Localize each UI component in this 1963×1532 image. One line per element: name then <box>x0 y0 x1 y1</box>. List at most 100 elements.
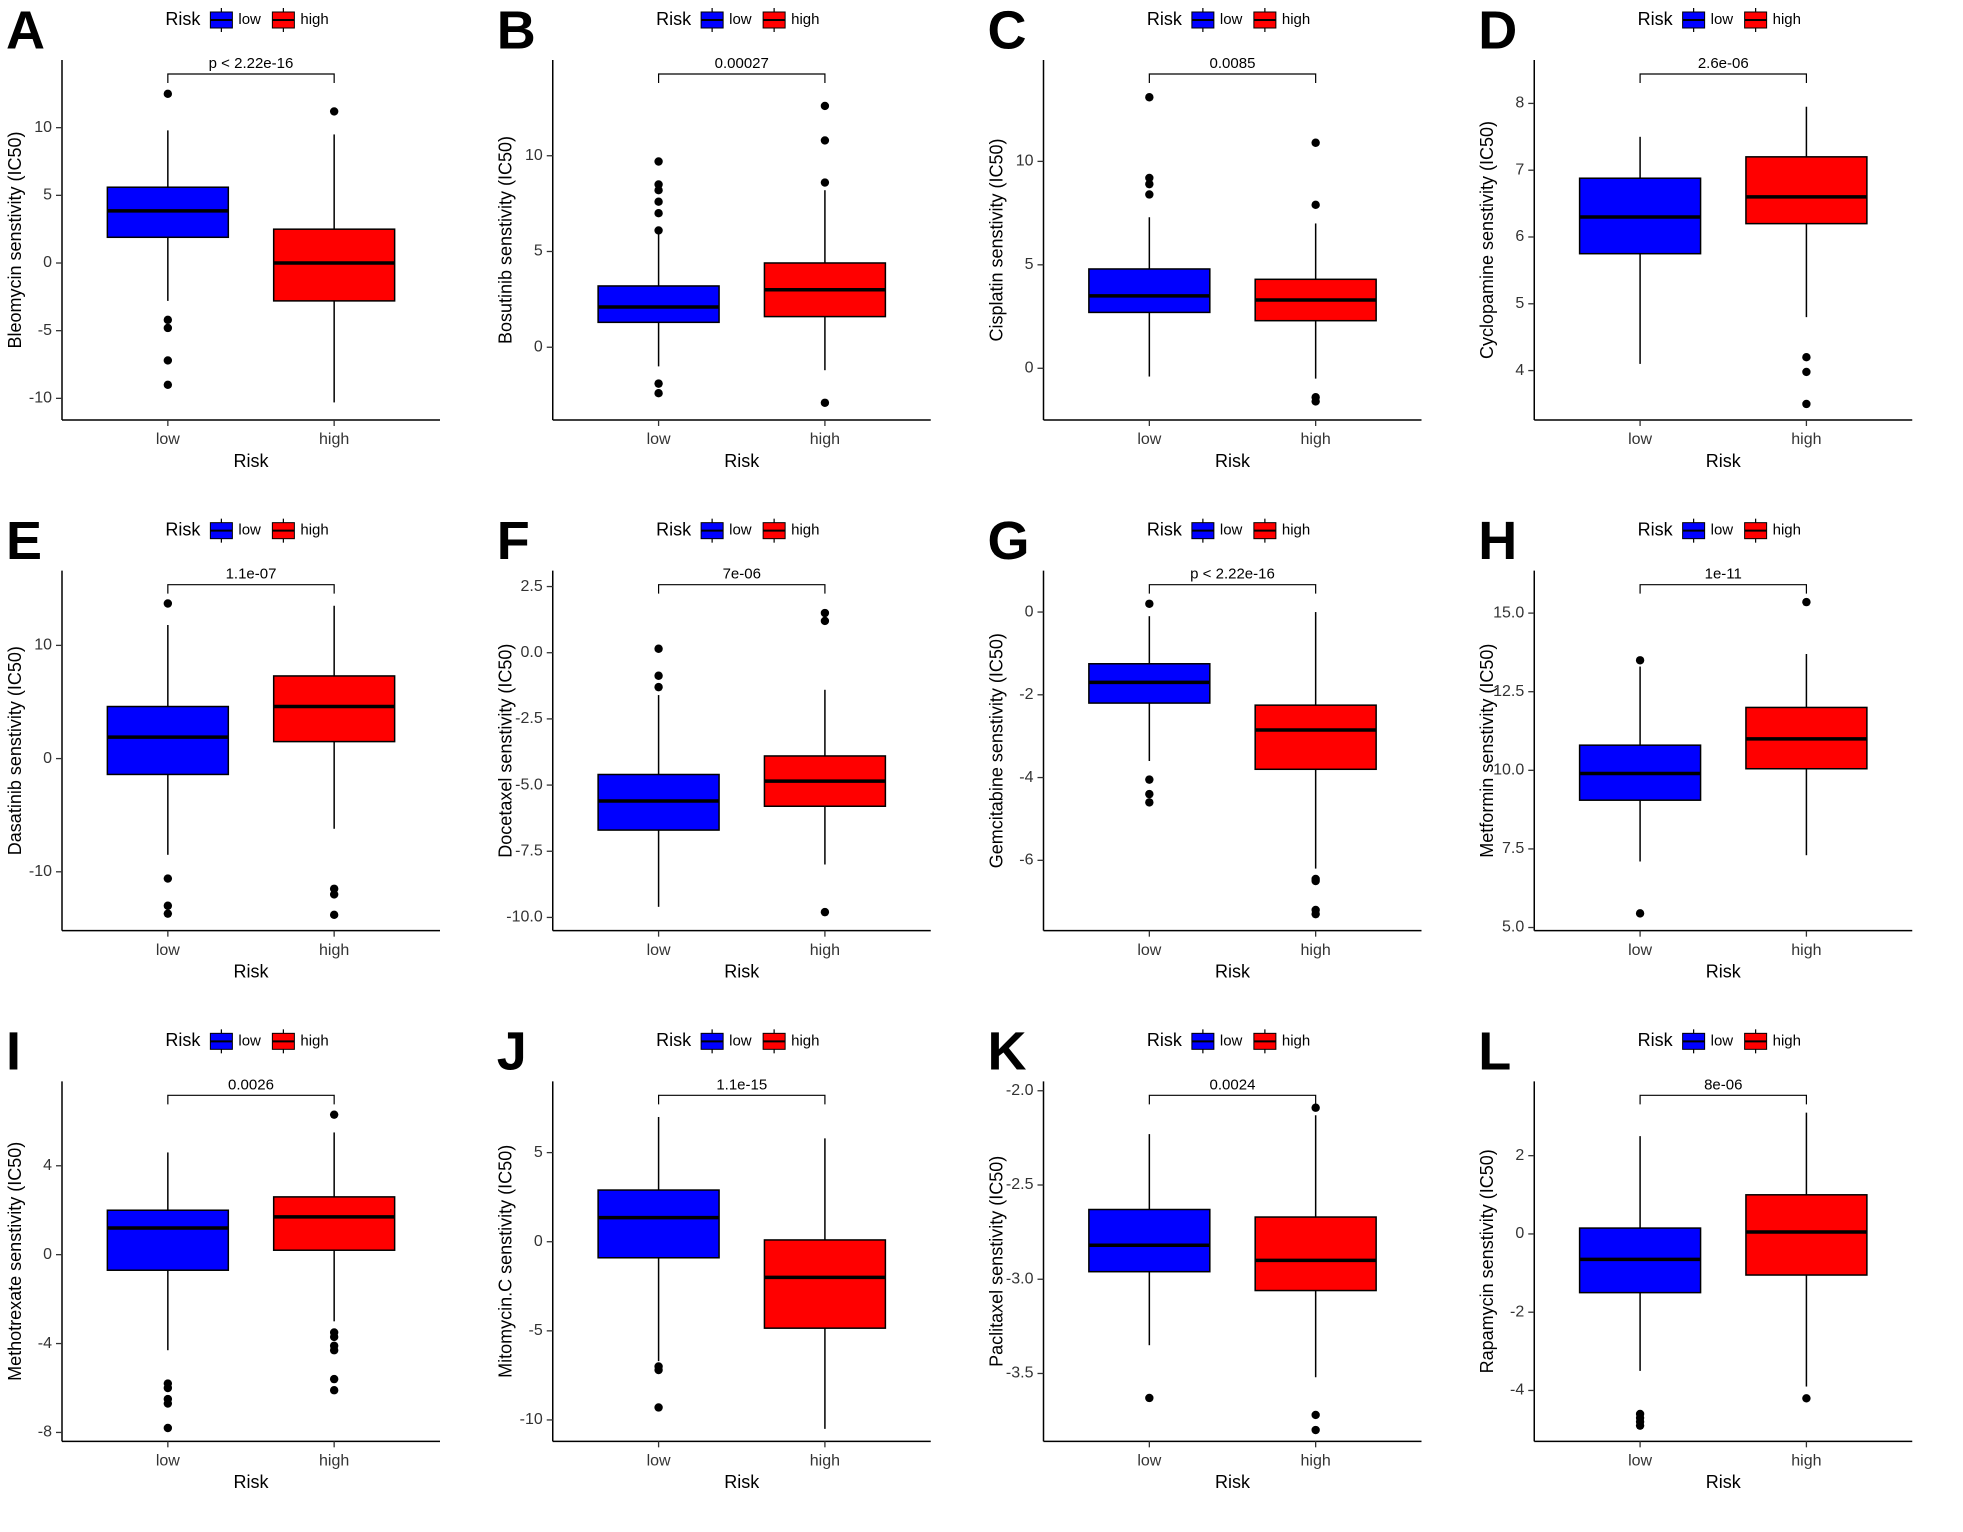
legend-label: low <box>1711 522 1734 539</box>
x-axis-title: Risk <box>1215 1472 1251 1492</box>
y-axis-title: Cisplatin senstivity (IC50) <box>986 138 1006 341</box>
bracket <box>1639 73 1808 83</box>
box <box>597 1189 720 1259</box>
x-axis-title: Risk <box>234 451 270 471</box>
y-tick-label: -2 <box>1510 1303 1524 1320</box>
x-tick-label: high <box>810 942 840 959</box>
x-axis-title: Risk <box>1706 451 1742 471</box>
y-tick-label: 15.0 <box>1493 604 1524 621</box>
legend-title: Risk <box>1147 1030 1183 1050</box>
y-axis-title: Rapamycin senstivity (IC50) <box>1477 1149 1497 1373</box>
bracket <box>1639 1094 1808 1105</box>
legend-title: Risk <box>1147 9 1183 29</box>
x-tick-label: low <box>1137 942 1161 959</box>
outlier <box>654 379 663 388</box>
outlier <box>163 1383 173 1393</box>
outlier <box>329 1374 339 1384</box>
outlier <box>820 616 830 626</box>
panel-label: J <box>497 1022 527 1082</box>
y-tick-label: 0.0 <box>521 644 543 661</box>
outlier <box>654 157 663 166</box>
legend-title: Risk <box>1638 519 1674 539</box>
outlier <box>1311 397 1320 406</box>
outlier <box>1802 399 1811 409</box>
y-tick-label: 6 <box>1515 228 1524 245</box>
y-tick-label: 4 <box>43 1157 52 1174</box>
p-value: 0.0026 <box>228 1076 274 1093</box>
box <box>272 675 396 743</box>
panel: A Risk low high -10 -5 0 5 10 Risk Bleomycin senst… <box>5 0 440 471</box>
x-tick-label: high <box>810 1453 840 1470</box>
y-tick-label: -3.0 <box>1006 1270 1034 1287</box>
panel-label: H <box>1478 511 1517 571</box>
outlier <box>163 599 173 608</box>
bracket <box>657 1094 826 1105</box>
box <box>272 1196 396 1251</box>
panel: H Risk low high 5.0 7.5 10.0 12.5 15.0 Risk Metfor… <box>1477 511 1913 981</box>
outlier <box>1802 353 1811 362</box>
x-axis-title: Risk <box>1706 1472 1742 1492</box>
bracket <box>167 584 335 594</box>
outlier <box>1145 775 1154 784</box>
y-tick-label: -4 <box>38 1335 52 1352</box>
y-tick-label: -10 <box>520 1411 543 1428</box>
x-axis-title: Risk <box>724 451 760 471</box>
legend-label: high <box>791 1032 819 1049</box>
y-axis-title: Bleomycin senstivity (IC50) <box>5 131 25 348</box>
panel: D Risk low high 4 5 6 7 8 Risk Cyclopamine senstiv… <box>1477 0 1913 471</box>
outlier <box>654 208 663 218</box>
legend-label: high <box>1282 11 1310 28</box>
y-tick-label: 5 <box>534 1144 543 1161</box>
box <box>1745 1194 1868 1276</box>
outlier <box>1145 798 1154 807</box>
x-tick-label: low <box>647 431 671 448</box>
y-tick-label: 0 <box>534 338 543 355</box>
p-value: 0.0024 <box>1210 1076 1256 1093</box>
outlier <box>1311 909 1320 919</box>
panel: B Risk low high 0 5 10 Risk Bosutinib senstivity… <box>496 0 931 471</box>
y-tick-label: -10.0 <box>506 909 543 926</box>
legend-title: Risk <box>1147 519 1183 539</box>
outlier <box>329 1346 339 1355</box>
y-tick-label: 10 <box>34 637 52 654</box>
outlier <box>163 901 173 910</box>
panel: K Risk low high -3.5 -3.0 -2.5 -2.0 Risk Paclitax… <box>986 1022 1422 1492</box>
y-tick-label: 0 <box>1025 603 1034 620</box>
x-tick-label: high <box>1791 431 1821 448</box>
outlier <box>163 1399 173 1408</box>
bracket <box>1148 584 1317 594</box>
bracket <box>167 73 335 83</box>
x-tick-label: high <box>319 942 349 959</box>
x-tick-label: high <box>319 1453 349 1470</box>
outlier <box>329 910 339 920</box>
outlier <box>1145 789 1154 799</box>
x-tick-label: low <box>156 942 180 959</box>
legend-label: high <box>1773 522 1801 539</box>
y-tick-label: 0 <box>1025 359 1034 376</box>
y-tick-label: 10 <box>525 147 543 164</box>
legend-label: high <box>791 11 819 28</box>
panel-label: F <box>497 511 530 571</box>
legend-label: low <box>238 11 261 28</box>
outlier <box>1311 1425 1320 1435</box>
box <box>1745 156 1868 225</box>
panel: J Risk low high -10 -5 0 5 Risk Mitomycin.C senst… <box>496 1022 931 1492</box>
outlier <box>820 101 830 111</box>
x-tick-label: low <box>1628 431 1652 448</box>
outlier <box>163 323 173 333</box>
p-value: 0.00027 <box>715 55 769 72</box>
x-axis-title: Risk <box>1215 451 1251 471</box>
y-tick-label: 10.0 <box>1493 762 1524 779</box>
panel-label: G <box>988 511 1030 571</box>
x-tick-label: low <box>647 942 671 959</box>
y-tick-label: -2.5 <box>1006 1176 1034 1193</box>
x-tick-label: low <box>647 1453 671 1470</box>
outlier <box>654 1403 663 1412</box>
legend-label: high <box>791 522 819 539</box>
outlier <box>654 644 663 653</box>
legend-label: low <box>1711 1032 1734 1049</box>
y-tick-label: 5 <box>534 243 543 260</box>
x-tick-label: high <box>319 431 349 448</box>
y-tick-label: -10 <box>29 863 52 880</box>
